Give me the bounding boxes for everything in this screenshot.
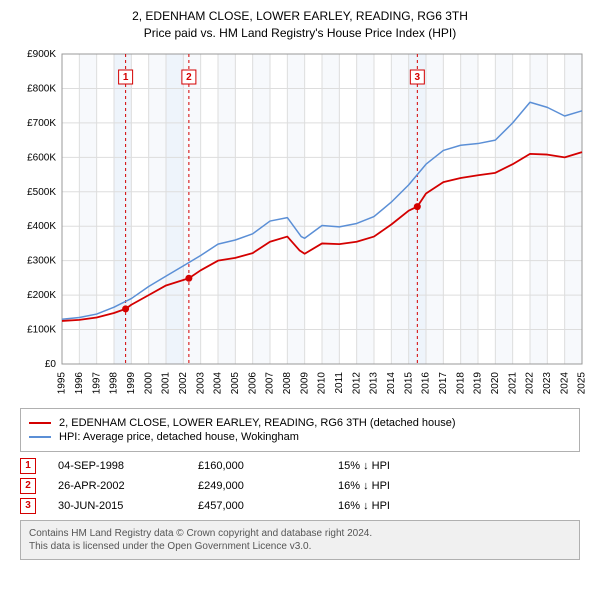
svg-text:2021: 2021 — [507, 371, 518, 394]
svg-text:£800K: £800K — [27, 83, 56, 94]
transaction-delta: 16% ↓ HPI — [338, 500, 478, 512]
svg-text:2004: 2004 — [213, 371, 224, 394]
svg-text:2023: 2023 — [542, 371, 553, 394]
svg-text:1996: 1996 — [74, 371, 85, 394]
chart-title-block: 2, EDENHAM CLOSE, LOWER EARLEY, READING,… — [10, 8, 590, 42]
chart-title-line2: Price paid vs. HM Land Registry's House … — [10, 25, 590, 42]
transaction-row: 3 30-JUN-2015£457,00016% ↓ HPI — [20, 498, 580, 514]
svg-text:2020: 2020 — [490, 371, 501, 394]
svg-text:2011: 2011 — [334, 371, 345, 393]
footer-line1: Contains HM Land Registry data © Crown c… — [29, 527, 571, 540]
transaction-price: £249,000 — [198, 480, 338, 492]
svg-text:1998: 1998 — [109, 371, 120, 394]
svg-text:2013: 2013 — [369, 371, 380, 394]
transaction-date: 04-SEP-1998 — [58, 460, 198, 472]
svg-text:2014: 2014 — [386, 371, 397, 394]
svg-text:2007: 2007 — [265, 371, 276, 394]
svg-text:£200K: £200K — [27, 290, 56, 301]
svg-text:2015: 2015 — [403, 371, 414, 394]
svg-text:2012: 2012 — [351, 371, 362, 394]
svg-text:2005: 2005 — [230, 371, 241, 394]
svg-text:2010: 2010 — [317, 371, 328, 394]
legend-swatch — [29, 436, 51, 438]
svg-text:2008: 2008 — [282, 371, 293, 394]
transaction-delta: 15% ↓ HPI — [338, 460, 478, 472]
svg-text:£0: £0 — [45, 359, 57, 370]
legend-label: 2, EDENHAM CLOSE, LOWER EARLEY, READING,… — [59, 417, 456, 429]
svg-text:2001: 2001 — [161, 371, 172, 394]
transaction-marker: 2 — [20, 478, 36, 494]
chart-area: £0 £100K £200K £300K £400K £500K £600K £700K £80… — [10, 48, 590, 400]
svg-text:1997: 1997 — [91, 371, 102, 394]
svg-text:£900K: £900K — [27, 49, 56, 60]
transaction-price: £160,000 — [198, 460, 338, 472]
svg-text:1: 1 — [123, 72, 129, 83]
svg-text:2006: 2006 — [247, 371, 258, 394]
svg-text:2002: 2002 — [178, 371, 189, 394]
svg-text:1999: 1999 — [126, 371, 137, 394]
svg-text:£300K: £300K — [27, 255, 56, 266]
svg-text:2: 2 — [186, 72, 192, 83]
svg-text:2022: 2022 — [525, 371, 536, 394]
svg-text:£500K: £500K — [27, 186, 56, 197]
legend-item: HPI: Average price, detached house, Woki… — [29, 431, 571, 443]
legend-label: HPI: Average price, detached house, Woki… — [59, 431, 299, 443]
svg-text:2018: 2018 — [455, 371, 466, 394]
chart-title-line1: 2, EDENHAM CLOSE, LOWER EARLEY, READING,… — [10, 8, 590, 25]
svg-text:2000: 2000 — [143, 371, 154, 394]
svg-text:2019: 2019 — [473, 371, 484, 394]
legend-swatch — [29, 422, 51, 424]
svg-text:2016: 2016 — [421, 371, 432, 394]
svg-text:2024: 2024 — [559, 371, 570, 394]
transaction-marker: 3 — [20, 498, 36, 514]
transaction-date: 26-APR-2002 — [58, 480, 198, 492]
svg-text:2017: 2017 — [438, 371, 449, 394]
svg-text:1995: 1995 — [57, 371, 68, 394]
transaction-marker: 1 — [20, 458, 36, 474]
page-root: 2, EDENHAM CLOSE, LOWER EARLEY, READING,… — [0, 0, 600, 568]
transaction-table: 1 04-SEP-1998£160,00015% ↓ HPI 2 26-APR-200… — [20, 458, 580, 514]
legend-item: 2, EDENHAM CLOSE, LOWER EARLEY, READING,… — [29, 417, 571, 429]
transaction-price: £457,000 — [198, 500, 338, 512]
transaction-date: 30-JUN-2015 — [58, 500, 198, 512]
transaction-row: 1 04-SEP-1998£160,00015% ↓ HPI — [20, 458, 580, 474]
transaction-row: 2 26-APR-2002£249,00016% ↓ HPI — [20, 478, 580, 494]
footer-attribution: Contains HM Land Registry data © Crown c… — [20, 520, 580, 560]
legend: 2, EDENHAM CLOSE, LOWER EARLEY, READING,… — [20, 408, 580, 452]
transaction-delta: 16% ↓ HPI — [338, 480, 478, 492]
footer-line2: This data is licensed under the Open Gov… — [29, 540, 571, 553]
svg-text:£600K: £600K — [27, 152, 56, 163]
svg-text:£400K: £400K — [27, 221, 56, 232]
svg-text:£700K: £700K — [27, 117, 56, 128]
svg-text:£100K: £100K — [27, 324, 56, 335]
svg-text:2025: 2025 — [577, 371, 588, 394]
svg-text:3: 3 — [415, 72, 421, 83]
line-chart-svg: £0 £100K £200K £300K £400K £500K £600K £700K £80… — [10, 48, 590, 400]
svg-text:2009: 2009 — [299, 371, 310, 394]
svg-text:2003: 2003 — [195, 371, 206, 394]
